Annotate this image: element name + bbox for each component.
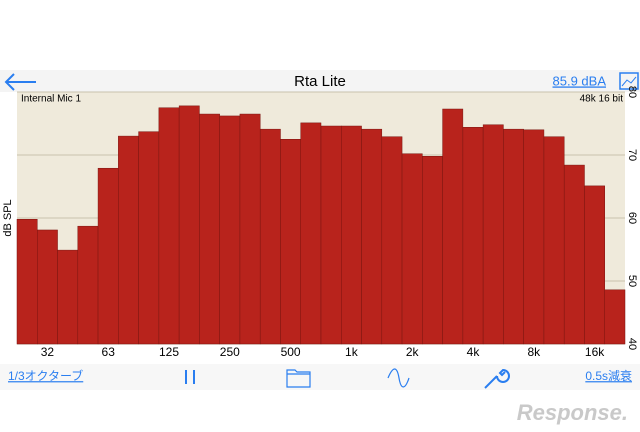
x-tick-label: 500 <box>281 345 301 359</box>
bar <box>97 167 119 345</box>
bar <box>158 107 180 345</box>
y-tick-label: 50 <box>626 275 638 287</box>
bar <box>239 113 261 345</box>
bar <box>300 122 322 345</box>
x-tick-label: 32 <box>41 345 55 359</box>
nav-title: Rta Lite <box>294 73 346 90</box>
bar <box>361 128 383 345</box>
x-tick-label: 63 <box>102 345 116 359</box>
graph-icon[interactable] <box>619 72 639 90</box>
bar <box>138 131 160 345</box>
y-tick-label: 70 <box>626 149 638 161</box>
x-tick-label: 250 <box>220 345 240 359</box>
x-tick-label: 2k <box>406 345 420 359</box>
bar <box>16 219 38 345</box>
bar <box>563 164 585 345</box>
decay-button[interactable]: 0.5s減衰 <box>585 368 632 383</box>
bar <box>259 128 281 345</box>
x-tick-label: 125 <box>159 345 179 359</box>
bar <box>584 185 605 345</box>
plot <box>16 91 626 345</box>
level-link[interactable]: 85.9 dBA <box>553 73 607 88</box>
octave-button[interactable]: 1/3オクターブ <box>8 368 83 383</box>
y-tick-label: 40 <box>626 338 638 350</box>
bar <box>77 225 99 345</box>
toolbar <box>0 364 640 390</box>
bar <box>422 156 443 345</box>
bar <box>178 105 200 345</box>
y-tick-label: 80 <box>626 86 638 98</box>
bar <box>401 153 423 345</box>
y-axis-label: dB SPL <box>2 199 14 236</box>
annotation: Internal Mic 1 <box>21 94 81 105</box>
bar <box>442 108 464 345</box>
x-tick-label: 1k <box>345 345 359 359</box>
bar <box>503 128 524 345</box>
watermark: Response. <box>517 400 628 425</box>
bar <box>482 124 504 345</box>
bar <box>118 135 139 345</box>
folder-button[interactable] <box>286 369 311 388</box>
bar <box>543 136 565 345</box>
y-tick-label: 60 <box>626 212 638 224</box>
wave-button[interactable] <box>387 368 410 388</box>
bar <box>462 127 484 345</box>
bar <box>37 229 58 345</box>
bar <box>320 125 342 345</box>
x-tick-label: 4k <box>467 345 481 359</box>
settings-button[interactable] <box>484 368 510 389</box>
bar <box>604 289 626 345</box>
bar <box>57 249 79 345</box>
bar <box>219 115 241 345</box>
x-tick-label: 8k <box>527 345 541 359</box>
pause-button[interactable] <box>185 370 195 384</box>
bar <box>341 125 362 345</box>
bar <box>523 129 545 345</box>
x-tick-label: 16k <box>585 345 605 359</box>
back-button[interactable] <box>4 73 36 91</box>
nav-bar <box>0 70 640 92</box>
bar <box>199 113 220 345</box>
bar <box>280 139 301 345</box>
annotation: 48k 16 bit <box>580 94 624 105</box>
bar <box>381 136 403 345</box>
